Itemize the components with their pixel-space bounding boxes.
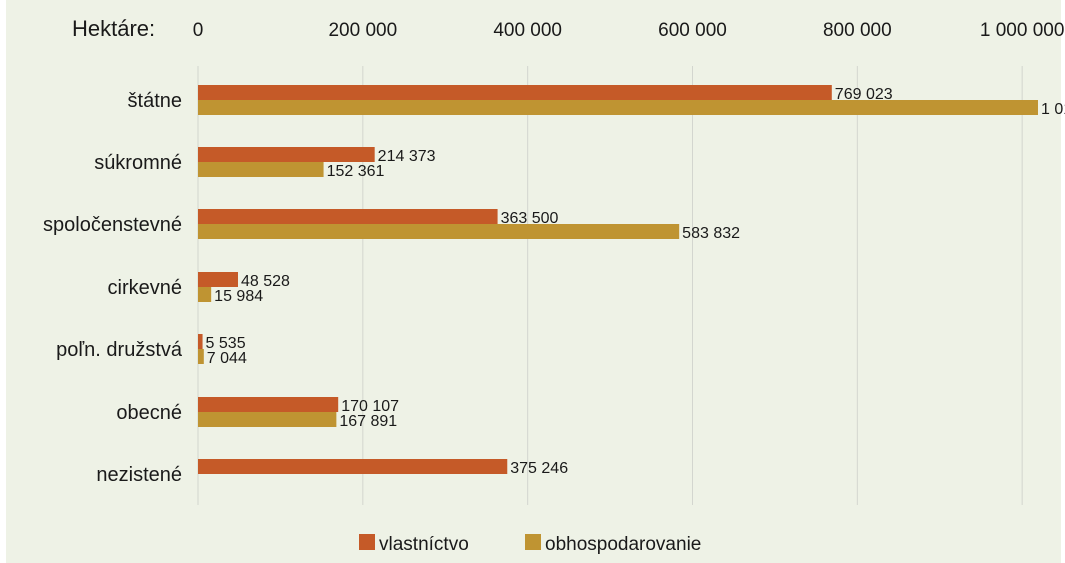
bar [198,412,336,427]
category-label: obecné [116,402,182,424]
category-label: cirkevné [108,277,182,299]
category-label: poľn. družstvá [56,339,183,361]
x-tick-label: 800 000 [823,20,892,41]
bar [198,287,211,302]
legend-swatch-ownership [359,534,375,550]
data-label: 15 984 [214,288,263,305]
data-label: 363 500 [501,210,559,227]
bar [198,349,204,364]
x-tick-label: 200 000 [328,20,397,41]
x-tick-label: 0 [193,20,204,41]
gridlines [198,66,1065,505]
bar [198,85,832,100]
category-labels: štátne súkromné spoločenstevné cirkevné poľn… [43,90,183,486]
bars [198,85,1038,474]
legend-label-ownership: vlastníctvo [379,534,469,555]
bar [198,334,203,349]
x-tick-label: 400 000 [493,20,562,41]
bar [198,147,375,162]
category-label: štátne [128,90,182,112]
x-tick-label: 600 000 [658,20,727,41]
legend-label-management: obhospodarovanie [545,534,701,555]
data-label: 214 373 [378,148,436,165]
data-label: 7 044 [207,350,247,367]
bar [198,224,679,239]
data-label: 152 361 [327,163,385,180]
category-label: nezistené [96,464,182,486]
bar [198,209,498,224]
data-label: 1 019 200 [1041,101,1065,118]
data-label: 375 246 [510,460,568,477]
x-tick-label: 1 000 000 [980,20,1065,41]
bar [198,272,238,287]
bar [198,397,338,412]
category-label: spoločenstevné [43,214,182,236]
unit-label: Hektáre: [72,16,155,41]
legend-swatch-management [525,534,541,550]
category-label: súkromné [94,152,182,174]
bar [198,459,507,474]
bar [198,162,324,177]
data-label: 167 891 [339,413,397,430]
data-label: 583 832 [682,225,740,242]
bar [198,100,1038,115]
data-label: 769 023 [835,86,893,103]
legend: vlastníctvo obhospodarovanie [359,534,701,555]
